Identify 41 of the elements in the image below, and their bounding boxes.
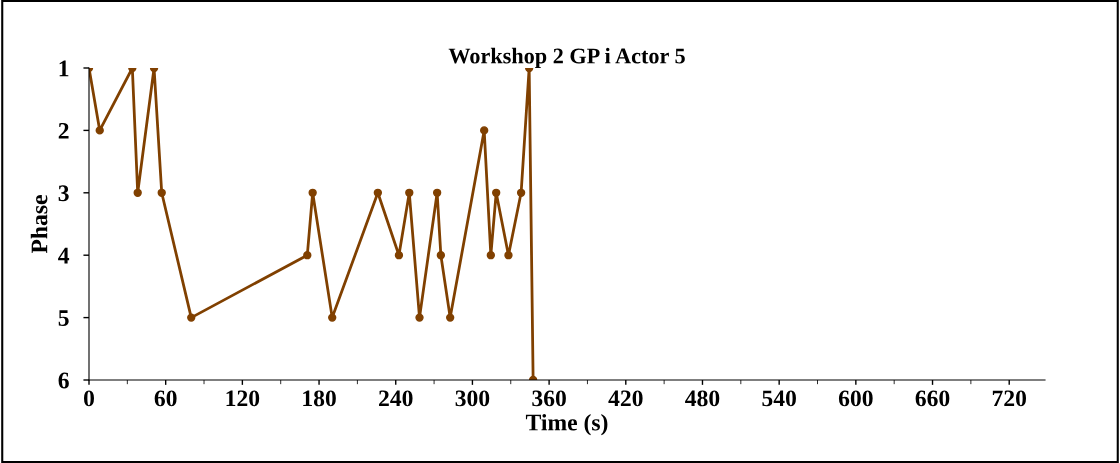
chart-title: Workshop 2 GP i Actor 5 bbox=[448, 47, 685, 68]
y-tick-label: 3 bbox=[58, 185, 69, 202]
x-tick-label: 180 bbox=[303, 390, 336, 407]
point bbox=[373, 188, 383, 197]
point bbox=[436, 251, 446, 260]
x-tick-label: 420 bbox=[608, 390, 643, 407]
point bbox=[415, 313, 424, 322]
y-tick-label: 5 bbox=[58, 310, 69, 327]
x-tick-label: 540 bbox=[762, 390, 796, 407]
x-tick-label: 480 bbox=[685, 390, 720, 407]
point bbox=[480, 126, 489, 135]
point bbox=[394, 251, 404, 260]
point bbox=[432, 188, 442, 197]
y-tick-label: 6 bbox=[58, 372, 69, 389]
point bbox=[157, 188, 166, 197]
point bbox=[95, 126, 104, 135]
point bbox=[504, 251, 513, 260]
point bbox=[308, 188, 317, 197]
y-tick-label: 2 bbox=[58, 122, 69, 139]
y-axis-title: Phase bbox=[30, 195, 48, 254]
x-tick-label: 60 bbox=[154, 390, 177, 407]
point bbox=[486, 251, 495, 260]
x-tick-label: 120 bbox=[226, 390, 260, 407]
point bbox=[187, 313, 196, 322]
x-tick-label: 720 bbox=[992, 390, 1027, 407]
point bbox=[492, 188, 501, 197]
x-tick-label: 360 bbox=[532, 390, 566, 407]
y-tick-label: 4 bbox=[58, 247, 70, 264]
point bbox=[446, 313, 455, 322]
point bbox=[133, 188, 142, 197]
x-tick-label: 0 bbox=[84, 390, 94, 407]
x-tick-label: 300 bbox=[455, 390, 490, 407]
x-tick-label: 600 bbox=[838, 390, 873, 407]
point bbox=[328, 313, 337, 322]
x-tick-label: 240 bbox=[379, 390, 413, 407]
point bbox=[303, 251, 312, 260]
point bbox=[405, 188, 414, 197]
y-tick-label: 1 bbox=[59, 60, 69, 77]
x-tick-label: 660 bbox=[915, 390, 950, 407]
point bbox=[516, 188, 526, 197]
x-axis-title: Time (s) bbox=[525, 413, 608, 436]
